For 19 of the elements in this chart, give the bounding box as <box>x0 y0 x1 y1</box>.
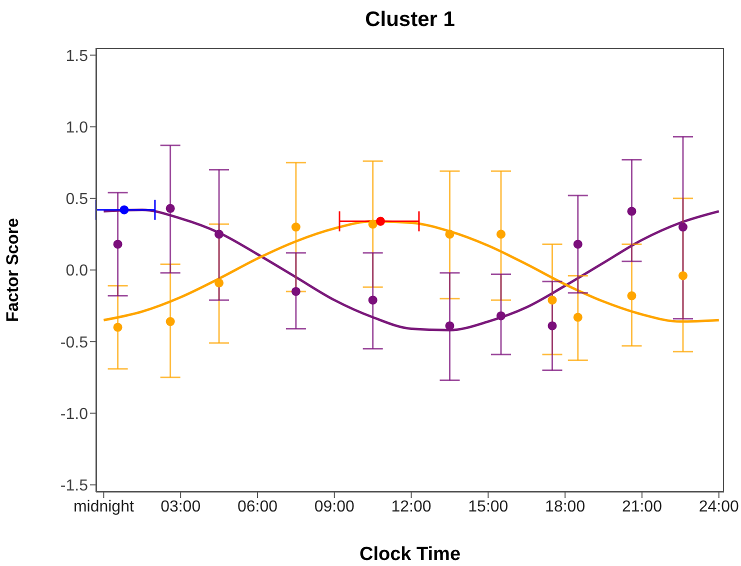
x-tick-label: 09:00 <box>314 498 354 516</box>
y-axis-title: Factor Score <box>3 218 22 322</box>
y-tick-label: 0.0 <box>66 262 88 280</box>
y-tick-label: 1.0 <box>66 119 88 136</box>
x-tick-label: 18:00 <box>545 498 586 516</box>
x-axis-title: Clock Time <box>359 544 461 565</box>
y-tick-label: -1.5 <box>60 478 88 495</box>
x-tick-label: midnight <box>73 498 134 516</box>
x-tick-label: 15:00 <box>468 498 508 516</box>
y-tick-label: -0.5 <box>60 334 88 352</box>
x-tick-label: 21:00 <box>622 498 662 516</box>
x-tick-label: 24:00 <box>698 498 739 516</box>
x-tick-label: 06:00 <box>237 498 278 516</box>
y-tick-label: 1.5 <box>66 48 88 65</box>
x-tick-label: 12:00 <box>391 498 432 516</box>
y-tick-label: -1.0 <box>60 406 88 423</box>
y-tick-label: 0.5 <box>66 191 88 208</box>
chart-title: Cluster 1 <box>364 8 456 32</box>
x-tick-label: 03:00 <box>160 498 201 516</box>
